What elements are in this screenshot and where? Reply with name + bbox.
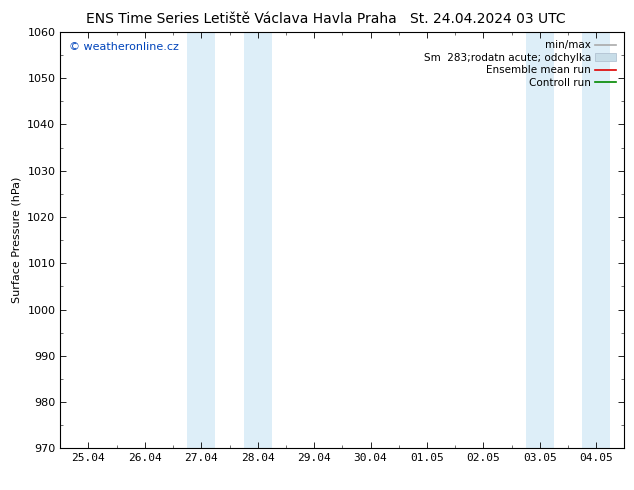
Legend: min/max, Sm  283;rodatn acute; odchylka, Ensemble mean run, Controll run: min/max, Sm 283;rodatn acute; odchylka, …: [421, 37, 619, 91]
Text: © weatheronline.cz: © weatheronline.cz: [68, 42, 179, 52]
Bar: [243, 32, 272, 448]
Bar: [187, 32, 216, 448]
Y-axis label: Surface Pressure (hPa): Surface Pressure (hPa): [11, 177, 22, 303]
Text: ENS Time Series Letiště Václava Havla Praha: ENS Time Series Letiště Václava Havla Pr…: [86, 12, 396, 26]
Bar: [582, 32, 611, 448]
Bar: [526, 32, 554, 448]
Text: St. 24.04.2024 03 UTC: St. 24.04.2024 03 UTC: [410, 12, 566, 26]
